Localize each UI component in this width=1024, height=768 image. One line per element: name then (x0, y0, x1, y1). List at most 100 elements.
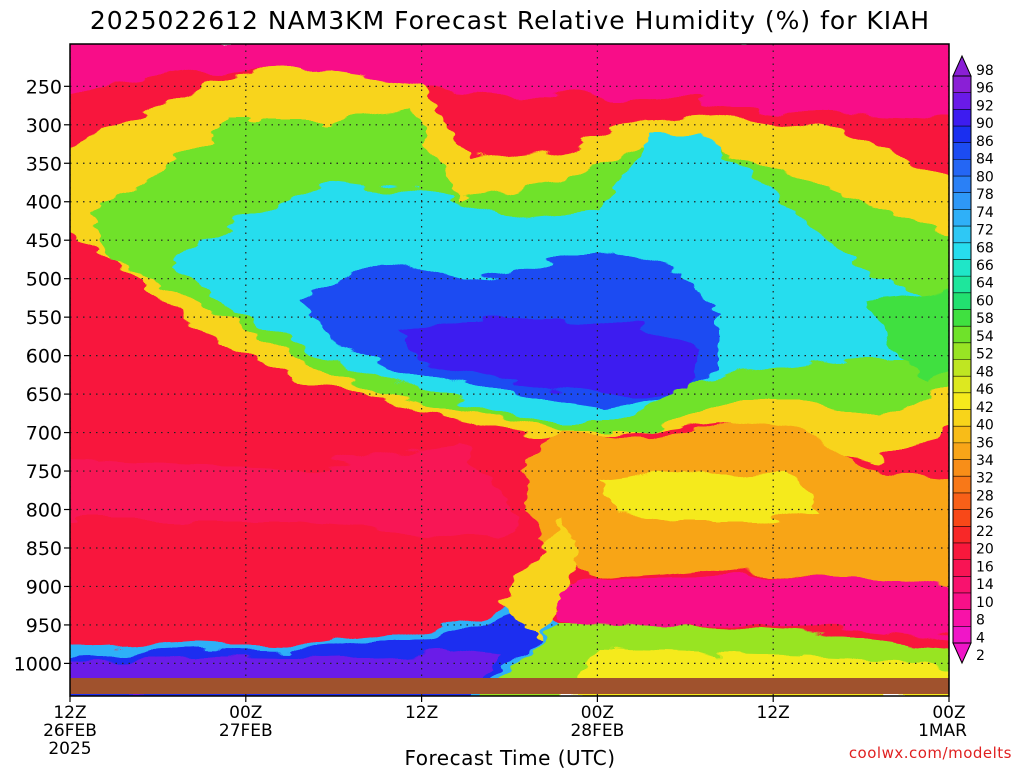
colorbar-label: 16 (976, 559, 994, 575)
colorbar-label: 2 (976, 648, 985, 664)
y-tick-label: 650 (26, 384, 62, 406)
colorbar-label: 84 (976, 152, 994, 168)
colorbar-label: 14 (976, 577, 994, 593)
x-tick-label: 00Z (229, 703, 262, 723)
y-tick-label: 950 (26, 615, 62, 637)
colorbar-label: 48 (976, 364, 994, 380)
colorbar-swatch (953, 126, 971, 144)
colorbar-label: 80 (976, 169, 994, 185)
colorbar-swatch (953, 309, 971, 327)
colorbar-swatch (953, 92, 971, 110)
colorbar-swatch (953, 409, 971, 427)
x-axis-label: Forecast Time (UTC) (404, 746, 615, 768)
y-tick-label: 450 (26, 230, 62, 252)
x-tick-label: 12Z (757, 703, 790, 723)
colorbar-arrow-bottom (952, 642, 972, 665)
colorbar-swatch (953, 476, 971, 494)
x-tick-label: 00Z (932, 703, 965, 723)
colorbar-label: 74 (976, 205, 994, 221)
colorbar-label: 54 (976, 329, 994, 345)
colorbar-swatch (953, 242, 971, 260)
colorbar-swatch (953, 392, 971, 411)
colorbar: 9896929086848078747268666460585452484642… (952, 54, 994, 665)
colorbar-swatch (953, 559, 971, 577)
x-tick-label: 26FEB (43, 721, 97, 741)
surface-band (70, 678, 949, 694)
colorbar-arrow-top (952, 54, 972, 77)
colorbar-swatch (953, 526, 971, 544)
chart-title: 2025022612 NAM3KM Forecast Relative Humi… (90, 6, 930, 35)
colorbar-swatch (953, 592, 971, 611)
colorbar-swatch (953, 292, 971, 310)
colorbar-label: 34 (976, 453, 994, 469)
humidity-field (70, 44, 949, 696)
colorbar-swatch (953, 509, 971, 527)
colorbar-swatch (953, 259, 971, 277)
x-tick-label: 2025 (48, 739, 91, 759)
colorbar-label: 46 (976, 382, 994, 398)
x-tick-label: 12Z (53, 703, 86, 723)
colorbar-label: 52 (976, 347, 994, 363)
colorbar-swatch (953, 142, 971, 160)
y-tick-label: 700 (26, 423, 62, 445)
colorbar-swatch (953, 176, 971, 194)
y-tick-label: 850 (26, 538, 62, 560)
colorbar-swatch (953, 276, 971, 294)
x-tick-label: 00Z (581, 703, 614, 723)
colorbar-label: 20 (976, 542, 994, 558)
colorbar-label: 68 (976, 240, 994, 256)
plot-frame (69, 43, 950, 697)
x-tick-label: 12Z (405, 703, 438, 723)
field-upper-dry (70, 44, 949, 120)
colorbar-swatch (953, 342, 971, 360)
colorbar-swatch (953, 76, 971, 94)
colorbar-label: 60 (976, 293, 994, 309)
colorbar-label: 26 (976, 506, 994, 522)
y-tick-label: 550 (26, 307, 62, 329)
colorbar-swatch (953, 326, 971, 344)
colorbar-swatch (953, 492, 971, 511)
y-tick-label: 1000 (14, 653, 62, 675)
x-tick-label: 28FEB (570, 721, 624, 741)
y-tick-label: 800 (26, 500, 62, 522)
colorbar-label: 36 (976, 435, 994, 451)
y-tick-label: 900 (26, 576, 62, 598)
colorbar-label: 8 (976, 613, 985, 629)
colorbar-swatch (953, 109, 971, 127)
chart-grid (70, 44, 949, 696)
colorbar-swatch (953, 442, 971, 461)
y-axis: 250 300 350 400 450 500 550 600 650 700 750 800 850 9… (14, 76, 70, 675)
colorbar-label: 42 (976, 400, 994, 416)
colorbar-label: 66 (976, 258, 994, 274)
colorbar-swatch (953, 209, 971, 227)
colorbar-swatch (953, 192, 971, 210)
credit-annotation: coolwx.com/modelts (849, 744, 1012, 762)
colorbar-label: 64 (976, 276, 994, 292)
y-tick-label: 250 (26, 76, 62, 98)
colorbar-swatch (953, 576, 971, 594)
y-tick-label: 600 (26, 346, 62, 368)
colorbar-label: 10 (976, 595, 994, 611)
field-transition-column (500, 520, 580, 640)
plot-area (70, 44, 949, 696)
colorbar-label: 92 (976, 98, 994, 114)
colorbar-swatch (953, 609, 971, 627)
y-tick-label: 350 (26, 153, 62, 175)
y-tick-label: 400 (26, 192, 62, 214)
colorbar-swatch (953, 626, 971, 644)
field-left-stripe (70, 440, 520, 540)
colorbar-label: 78 (976, 187, 994, 203)
colorbar-label: 90 (976, 116, 994, 132)
colorbar-swatch (953, 376, 971, 394)
colorbar-swatch (953, 426, 971, 444)
y-tick-label: 500 (26, 269, 62, 291)
y-tick-label: 300 (26, 115, 62, 137)
field-upper-deep-blue (400, 320, 700, 400)
colorbar-swatch (953, 359, 971, 377)
colorbar-swatch (953, 459, 971, 477)
colorbar-label: 86 (976, 134, 994, 150)
colorbar-label: 32 (976, 471, 994, 487)
colorbar-label: 58 (976, 311, 994, 327)
